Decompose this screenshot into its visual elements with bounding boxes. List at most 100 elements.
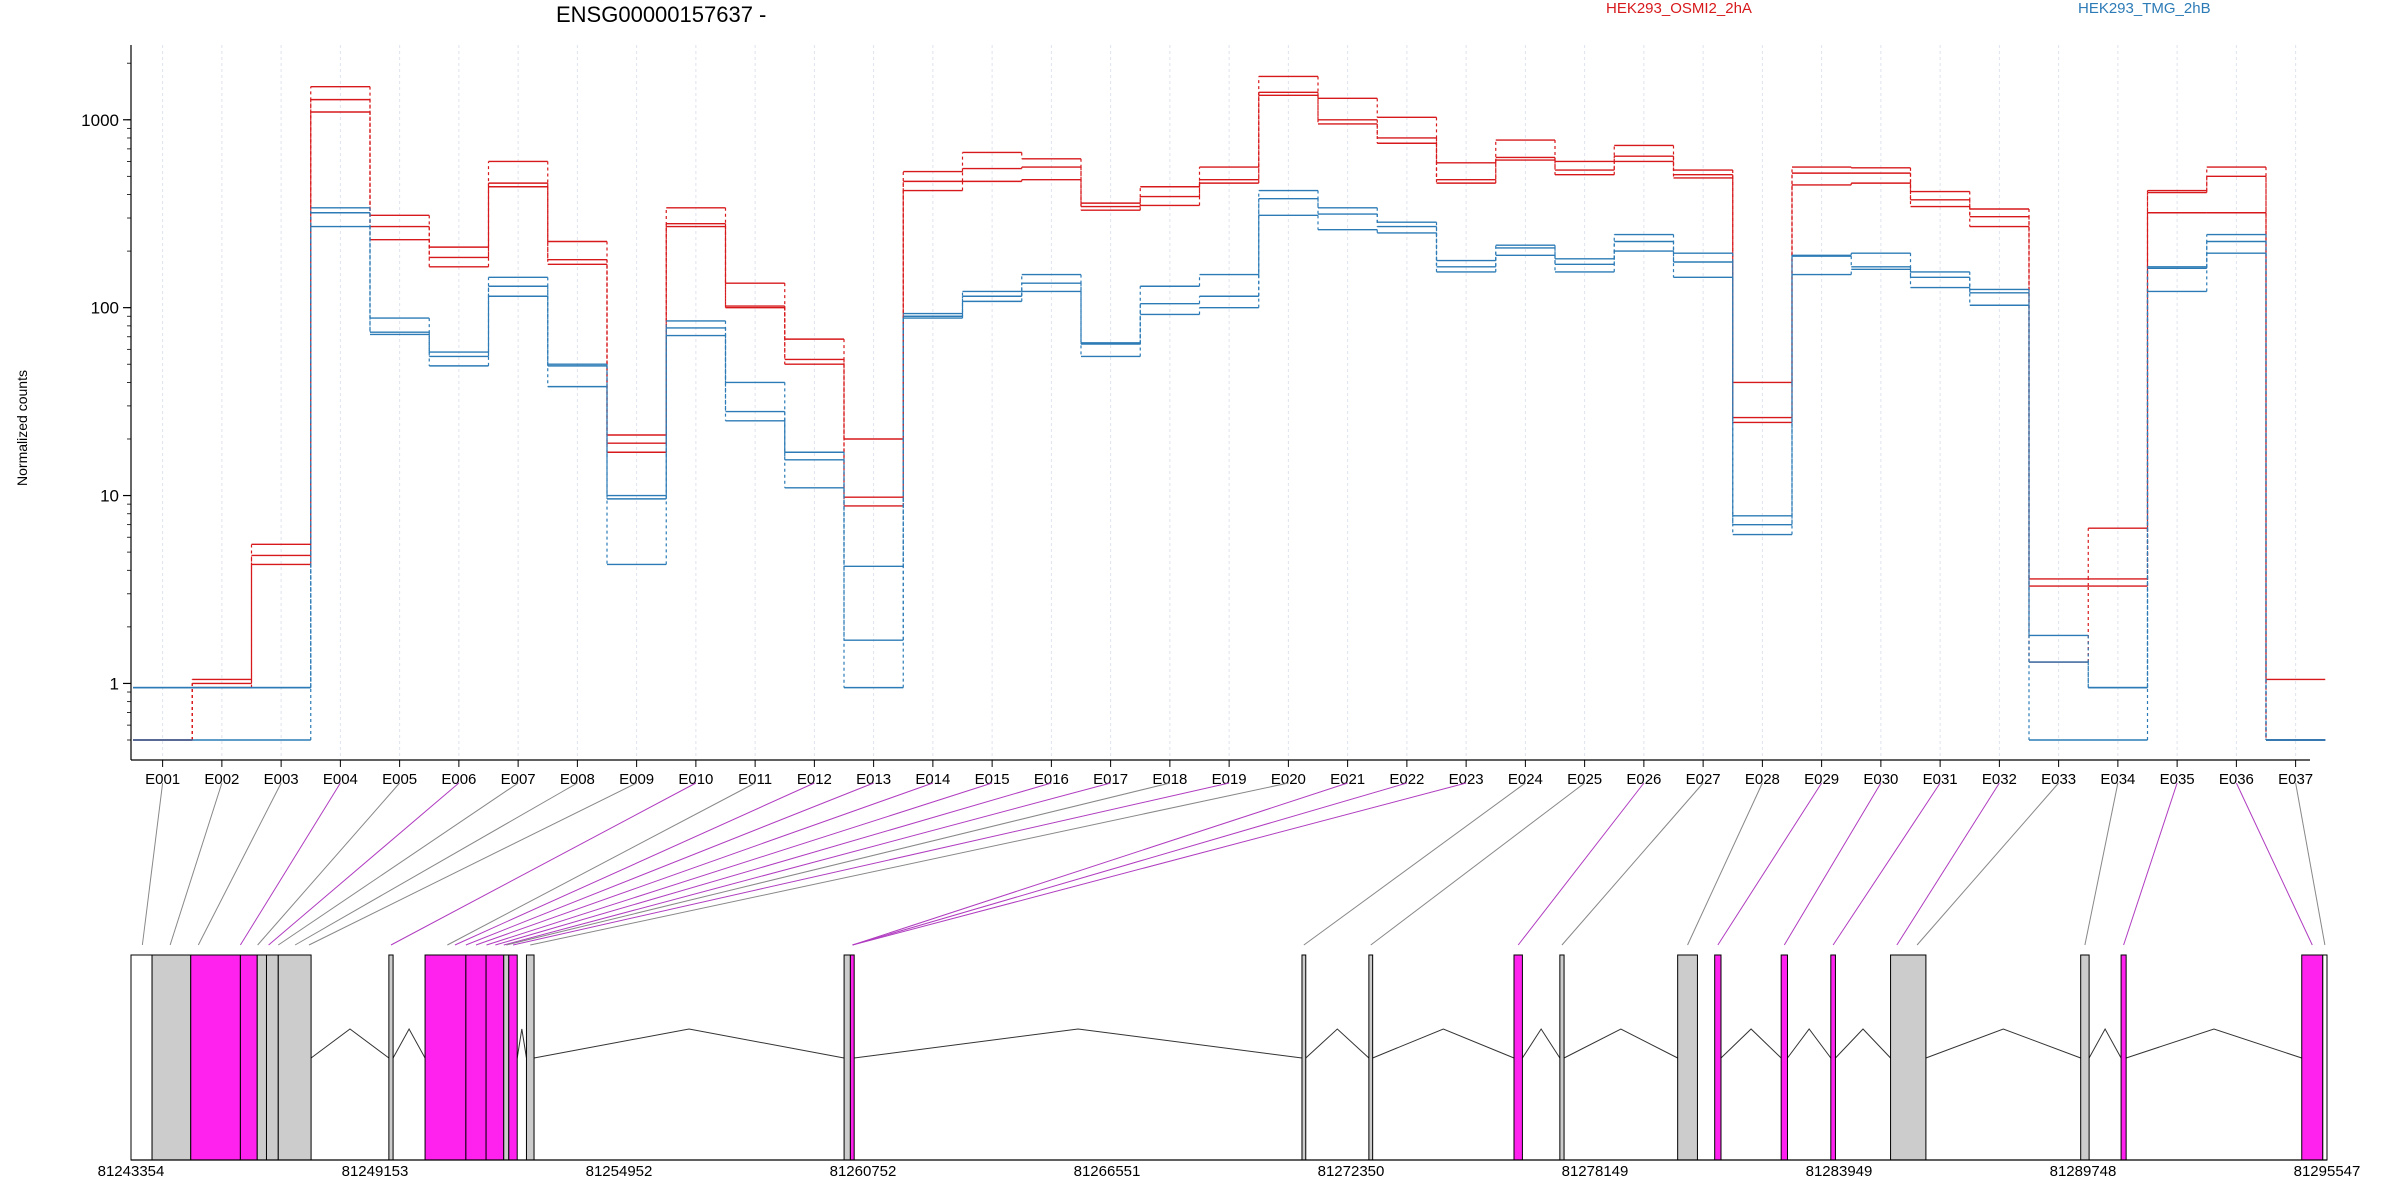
intron-line	[392, 1027, 426, 1059]
exon-connector	[2235, 782, 2313, 946]
exon-connector	[1916, 782, 2060, 946]
exon-connector	[2084, 782, 2119, 946]
exon-box	[1301, 954, 1307, 1161]
exon-connector	[169, 782, 223, 946]
x-tick-label: E003	[264, 771, 299, 788]
exon-box	[130, 954, 153, 1161]
coordinate-label: 81283949	[1806, 1163, 1873, 1180]
x-tick-label: E011	[738, 771, 772, 788]
coordinate-label: 81266551	[1074, 1163, 1141, 1180]
exon-connector	[239, 782, 341, 946]
x-tick-label: E013	[856, 771, 891, 788]
y-tick-label: 1	[110, 674, 119, 693]
exon-box	[843, 954, 851, 1161]
x-tick-label: E008	[560, 771, 595, 788]
exon-connector	[1717, 782, 1823, 946]
x-tick-label: E020	[1271, 771, 1306, 788]
x-tick-label: E018	[1152, 771, 1187, 788]
x-tick-label: E032	[1982, 771, 2017, 788]
coordinate-label: 81272350	[1318, 1163, 1385, 1180]
series-lines	[133, 75, 2326, 741]
x-tick-label: E025	[1567, 771, 1602, 788]
exon-box	[2080, 954, 2090, 1161]
intron-line	[516, 1028, 527, 1059]
exon-box	[1368, 954, 1374, 1161]
exon-connector	[141, 782, 164, 946]
intron-line	[1372, 1028, 1515, 1059]
exon-box	[265, 954, 279, 1161]
x-tick-label: E017	[1093, 771, 1128, 788]
exon-box	[465, 954, 487, 1161]
x-tick-label: E029	[1804, 771, 1839, 788]
gene-model	[130, 954, 2328, 1161]
x-tick-label: E024	[1508, 771, 1543, 788]
coordinate-label: 81260752	[830, 1163, 897, 1180]
exon-connector	[308, 782, 637, 946]
x-tick-label: E035	[2160, 771, 2195, 788]
exon-box	[1714, 954, 1722, 1161]
exon-box	[849, 954, 855, 1161]
exon-connector	[257, 782, 401, 946]
vertical-grid	[162, 45, 2297, 760]
x-tick-label: E006	[441, 771, 476, 788]
x-tick-label: E015	[975, 771, 1010, 788]
x-tick-label: E002	[204, 771, 239, 788]
exon-connector	[294, 782, 578, 946]
coordinate-label: 81295547	[2294, 1163, 2361, 1180]
exon-connector	[447, 782, 756, 946]
exon-box	[485, 954, 505, 1161]
exon-connector	[852, 782, 1408, 946]
exon-connector	[475, 782, 934, 946]
exon-connector	[2295, 782, 2326, 946]
y-tick-label: 1000	[81, 111, 119, 130]
exon-connector	[1687, 782, 1763, 946]
exon-box	[388, 954, 394, 1161]
axes: 1 10 100 1000 E001 E002 E003 E004 E005 E006 E007 E0…	[81, 45, 2313, 788]
exon-box	[1513, 954, 1523, 1161]
exon-box	[2120, 954, 2127, 1161]
x-tick-label: E031	[1923, 771, 1958, 788]
exon-box	[190, 954, 241, 1161]
intron-line	[1720, 1028, 1782, 1059]
genomic-coordinates: 81243354 81249153 81254952 81260752 81266551…	[98, 1163, 2361, 1180]
x-tick-label: E019	[1212, 771, 1247, 788]
series-HEK293_TMG_2hB	[133, 214, 2326, 741]
coordinate-label: 81278149	[1562, 1163, 1629, 1180]
exon-connector	[503, 782, 1111, 946]
x-tick-label: E014	[915, 771, 950, 788]
exon-connector	[197, 782, 282, 946]
exon-box	[1890, 954, 1927, 1161]
x-tick-label: E033	[2041, 771, 2076, 788]
exon-box	[1677, 954, 1698, 1161]
intron-line	[310, 1028, 390, 1059]
exon-connector	[506, 782, 1170, 946]
exon-box	[2301, 954, 2324, 1161]
exon-box	[151, 954, 192, 1161]
exon-box	[424, 954, 467, 1161]
intron-line	[533, 1028, 845, 1059]
x-tick-label: E036	[2219, 771, 2254, 788]
exon-connector	[495, 782, 1052, 946]
exon-box	[1830, 954, 1836, 1161]
x-tick-label: E022	[1389, 771, 1424, 788]
intron-line	[2088, 1027, 2122, 1059]
exon-box	[525, 954, 535, 1161]
x-tick-label: E021	[1330, 771, 1365, 788]
exon-connector	[454, 782, 815, 946]
x-tick-label: E001	[145, 771, 180, 788]
x-tick-label: E030	[1863, 771, 1898, 788]
exon-connector	[1303, 782, 1526, 946]
intron-line	[1305, 1028, 1370, 1059]
coordinate-label: 81249153	[342, 1163, 409, 1180]
x-tick-label: E007	[501, 771, 536, 788]
x-tick-label: E034	[2100, 771, 2135, 788]
exon-connector	[486, 782, 993, 946]
legend-entry-osmi2: HEK293_OSMI2_2hA	[1606, 0, 1752, 17]
exon-box	[503, 954, 510, 1161]
exon-connector	[1517, 782, 1645, 946]
exon-box	[277, 954, 312, 1161]
exon-connector	[1832, 782, 1941, 946]
x-tick-label: E026	[1626, 771, 1661, 788]
exon-connector	[2123, 782, 2178, 946]
exon-connector	[268, 782, 460, 946]
